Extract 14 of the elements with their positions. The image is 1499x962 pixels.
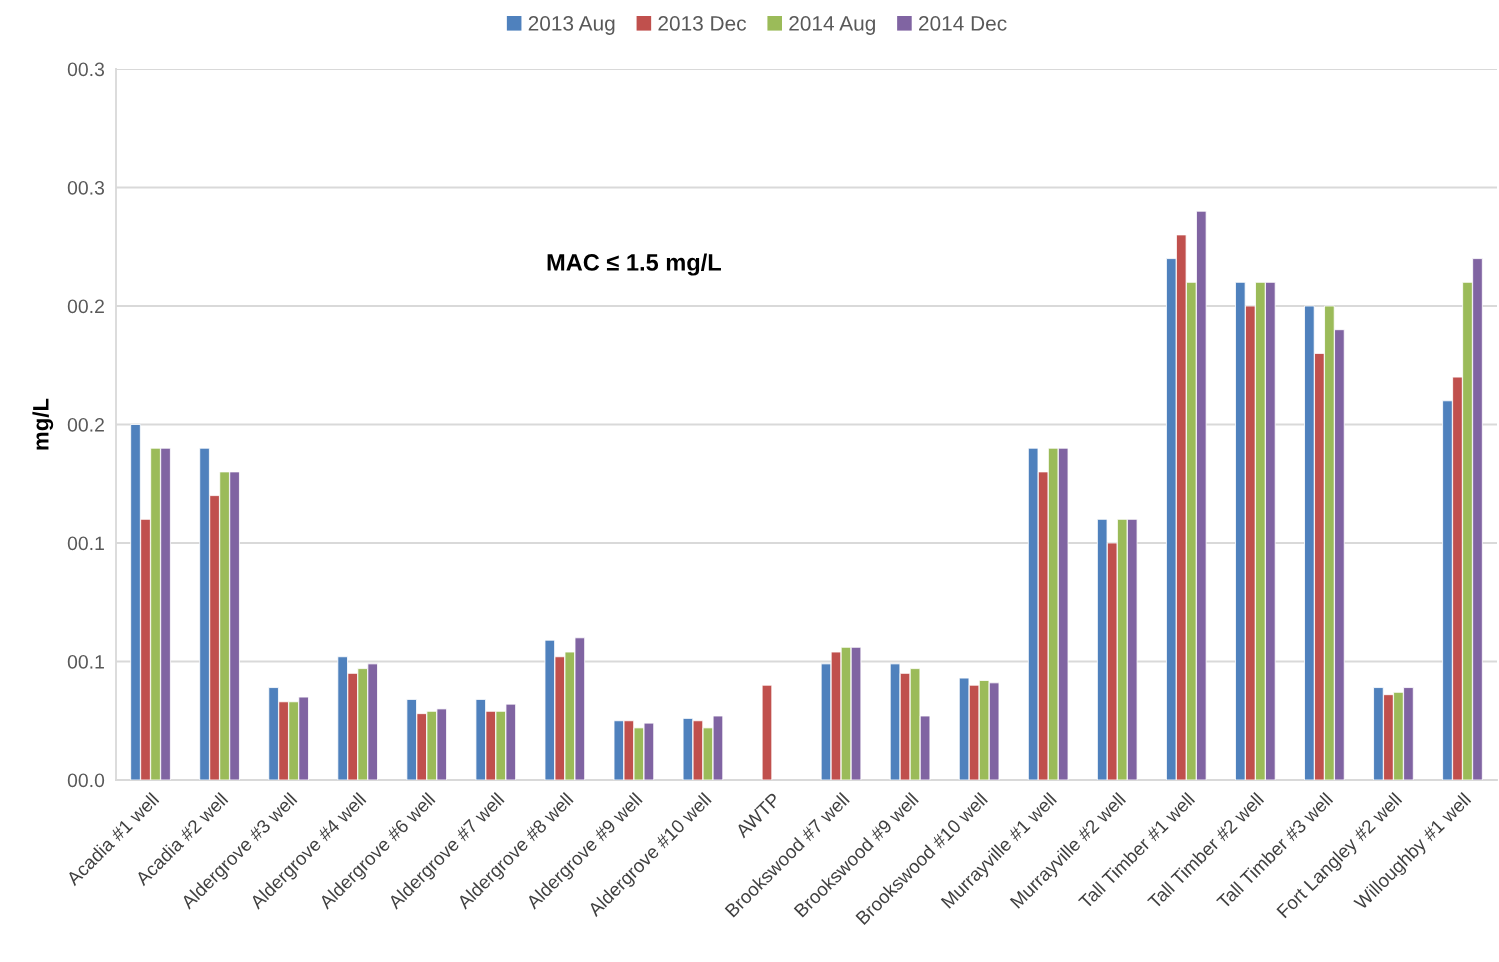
y-tick-label: 00.2: [67, 299, 104, 314]
bar: [761, 684, 773, 780]
y-axis-title: mg/L: [32, 398, 54, 450]
legend-label: 2013 Aug: [528, 16, 615, 35]
y-tick-label: 00.1: [67, 536, 104, 551]
legend-label: 2014 Aug: [789, 16, 875, 35]
y-tick-label: 00.1: [67, 654, 104, 669]
legend-label: 2014 Dec: [919, 16, 1007, 31]
legend-label: 2013 Dec: [658, 16, 747, 31]
y-tick-label: 00.3: [67, 62, 105, 77]
y-tick-label: 00.3: [67, 180, 105, 195]
annotation: MAC ≤ 1.5 mg/L: [547, 253, 721, 276]
y-tick-label: 00.0: [67, 773, 105, 788]
y-tick-label: 00.2: [67, 417, 104, 432]
